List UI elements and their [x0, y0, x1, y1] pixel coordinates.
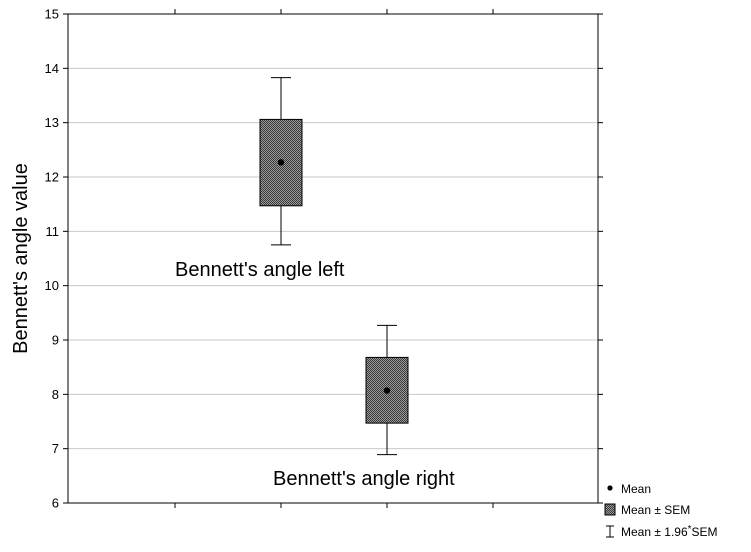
- y-tick-label: 14: [45, 61, 59, 76]
- y-tick-label: 8: [52, 387, 59, 402]
- legend-sem-symbol: [604, 503, 616, 516]
- y-tick-label: 7: [52, 441, 59, 456]
- series-group: Bennett's angle left: [175, 77, 345, 281]
- mean-point: [383, 387, 391, 394]
- legend-mean-symbol: [607, 485, 613, 491]
- legend-label: Mean ± SEM: [621, 503, 690, 517]
- mean-point: [277, 159, 285, 166]
- y-tick-label: 6: [52, 496, 59, 511]
- grid-lines: [68, 67, 598, 450]
- legend-label: Mean: [621, 482, 651, 496]
- series-label: Bennett's angle right: [273, 468, 455, 490]
- y-tick-label: 15: [45, 7, 59, 22]
- legend-label-sup: *: [688, 524, 692, 535]
- legend-item: Mean ± SEM: [604, 503, 690, 517]
- y-tick-label: 9: [52, 333, 59, 348]
- plot-frame: [67, 13, 599, 504]
- y-tick-label: 10: [45, 278, 59, 293]
- legend-label-suffix: SEM: [692, 525, 718, 539]
- axes: 6 7 8 9 10 11 12 13 14 15 Bennett's angle value: [10, 7, 603, 511]
- y-tick-label: 13: [45, 115, 59, 130]
- y-tick-label: 11: [46, 224, 60, 239]
- y-axis-title: Bennett's angle value: [10, 163, 32, 354]
- legend-item: Mean ± 1.96*SEM: [606, 524, 718, 539]
- legend: Mean Mean ± SEM Mean ± 1.96*SEM: [604, 482, 718, 539]
- series: Bennett's angle left Bennett's angle righ…: [175, 77, 455, 490]
- legend-label: Mean ± 1.96*SEM: [621, 524, 718, 539]
- y-tick-label: 12: [45, 170, 59, 185]
- series-group: Bennett's angle right: [273, 324, 455, 490]
- series-label: Bennett's angle left: [175, 259, 345, 281]
- legend-item: Mean: [607, 482, 651, 496]
